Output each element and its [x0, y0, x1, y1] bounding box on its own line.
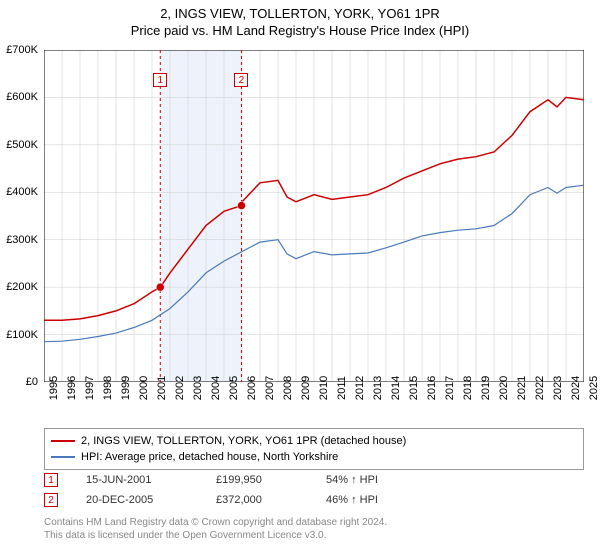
y-tick-label: £300K [6, 234, 38, 246]
attribution-line-1: Contains HM Land Registry data © Crown c… [44, 516, 584, 529]
marker-point [237, 202, 245, 210]
chart-svg [44, 50, 584, 382]
marker-table-badge: 2 [44, 493, 58, 507]
y-tick-label: £700K [6, 44, 38, 56]
x-tick-label: 2020 [498, 376, 510, 400]
marker-pct: 46% ↑ HPI [326, 494, 406, 506]
chart-marker-badge: 1 [153, 73, 167, 87]
title-line-2: Price paid vs. HM Land Registry's House … [0, 23, 600, 40]
x-tick-label: 2005 [228, 376, 240, 400]
legend-row: HPI: Average price, detached house, Nort… [51, 449, 577, 465]
legend-label: HPI: Average price, detached house, Nort… [81, 451, 338, 463]
x-tick-label: 2001 [156, 376, 168, 400]
x-tick-label: 2000 [138, 376, 150, 400]
x-tick-label: 2004 [210, 376, 222, 400]
y-tick-label: £200K [6, 281, 38, 293]
marker-table-row: 1 15-JUN-2001£199,95054% ↑ HPI [44, 470, 584, 490]
x-tick-label: 2003 [192, 376, 204, 400]
x-tick-label: 1997 [84, 376, 96, 400]
marker-price: £372,000 [216, 494, 326, 506]
x-tick-label: 2024 [570, 376, 582, 400]
chart-marker-badge: 2 [234, 73, 248, 87]
attribution: Contains HM Land Registry data © Crown c… [44, 516, 584, 542]
marker-table-badge: 1 [44, 473, 58, 487]
y-tick-label: £100K [6, 329, 38, 341]
x-tick-label: 2022 [534, 376, 546, 400]
legend-swatch [51, 456, 75, 458]
x-tick-label: 1998 [102, 376, 114, 400]
x-tick-label: 1995 [48, 376, 60, 400]
x-tick-label: 2019 [480, 376, 492, 400]
x-tick-label: 2015 [408, 376, 420, 400]
x-tick-label: 2013 [372, 376, 384, 400]
x-tick-label: 2006 [246, 376, 258, 400]
x-tick-label: 2018 [462, 376, 474, 400]
marker-price: £199,950 [216, 474, 326, 486]
x-tick-label: 2009 [300, 376, 312, 400]
marker-point [156, 283, 164, 291]
marker-pct: 54% ↑ HPI [326, 474, 406, 486]
x-tick-label: 2016 [426, 376, 438, 400]
shaded-band [160, 50, 241, 382]
x-tick-label: 2002 [174, 376, 186, 400]
y-axis-labels: £0£100K£200K£300K£400K£500K£600K£700K [0, 50, 42, 382]
x-tick-label: 2023 [552, 376, 564, 400]
legend-row: 2, INGS VIEW, TOLLERTON, YORK, YO61 1PR … [51, 433, 577, 449]
marker-date: 20-DEC-2005 [86, 494, 216, 506]
title-line-1: 2, INGS VIEW, TOLLERTON, YORK, YO61 1PR [0, 6, 600, 23]
x-axis-labels: 1995199619971998199920002001200220032004… [44, 384, 584, 424]
y-tick-label: £500K [6, 139, 38, 151]
x-tick-label: 2021 [516, 376, 528, 400]
chart-container: 2, INGS VIEW, TOLLERTON, YORK, YO61 1PR … [0, 0, 600, 560]
x-tick-label: 2012 [354, 376, 366, 400]
legend-box: 2, INGS VIEW, TOLLERTON, YORK, YO61 1PR … [44, 428, 584, 470]
legend-swatch [51, 440, 75, 442]
x-tick-label: 1996 [66, 376, 78, 400]
y-tick-label: £400K [6, 186, 38, 198]
x-tick-label: 2014 [390, 376, 402, 400]
chart-plot-area: 12 [44, 50, 584, 382]
x-tick-label: 2011 [336, 376, 348, 400]
x-tick-label: 2017 [444, 376, 456, 400]
attribution-line-2: This data is licensed under the Open Gov… [44, 529, 584, 542]
x-tick-label: 2025 [588, 376, 600, 400]
y-tick-label: £600K [6, 91, 38, 103]
marker-table: 1 15-JUN-2001£199,95054% ↑ HPI 2 20-DEC-200… [44, 470, 584, 510]
y-tick-label: £0 [26, 376, 38, 388]
legend-label: 2, INGS VIEW, TOLLERTON, YORK, YO61 1PR … [81, 435, 406, 447]
x-tick-label: 2010 [318, 376, 330, 400]
marker-table-row: 2 20-DEC-2005£372,00046% ↑ HPI [44, 490, 584, 510]
marker-date: 15-JUN-2001 [86, 474, 216, 486]
x-tick-label: 2008 [282, 376, 294, 400]
title-block: 2, INGS VIEW, TOLLERTON, YORK, YO61 1PR … [0, 0, 600, 40]
x-tick-label: 1999 [120, 376, 132, 400]
x-tick-label: 2007 [264, 376, 276, 400]
